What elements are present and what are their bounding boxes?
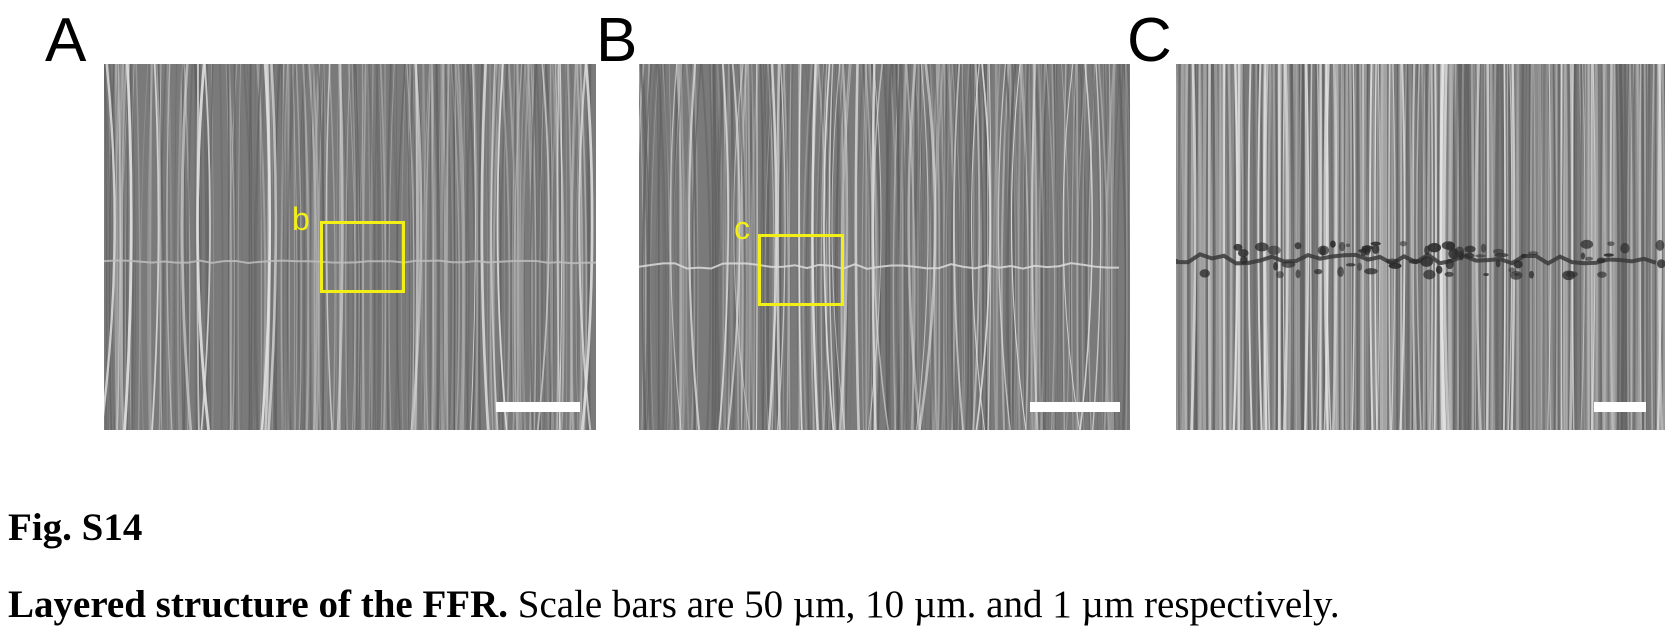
panel-letter-c: C (1127, 6, 1172, 75)
sem-image-a (104, 64, 596, 430)
scale-bar-c (1594, 402, 1646, 412)
caption-title: Layered structure of the FFR. (8, 583, 509, 626)
sem-image-b (639, 64, 1130, 430)
panel-letter-a: A (45, 6, 87, 75)
micrograph-panel-c (1176, 64, 1665, 430)
roi-label-c: c (734, 210, 750, 246)
panel-letter-b: B (596, 6, 638, 75)
caption-text: Scale bars are 50 µm, 10 µm. and 1 µm re… (508, 583, 1340, 626)
roi-box-c (758, 234, 844, 306)
micrograph-panel-b (639, 64, 1130, 430)
scale-bar-a (496, 402, 580, 412)
roi-box-b (320, 221, 405, 293)
roi-label-b: b (292, 201, 310, 237)
figure-caption: Layered structure of the FFR. Scale bars… (8, 585, 1340, 624)
scale-bar-b (1030, 402, 1120, 412)
sem-image-c (1176, 64, 1665, 430)
figure-label: Fig. S14 (8, 506, 143, 549)
micrograph-panel-a (104, 64, 596, 430)
